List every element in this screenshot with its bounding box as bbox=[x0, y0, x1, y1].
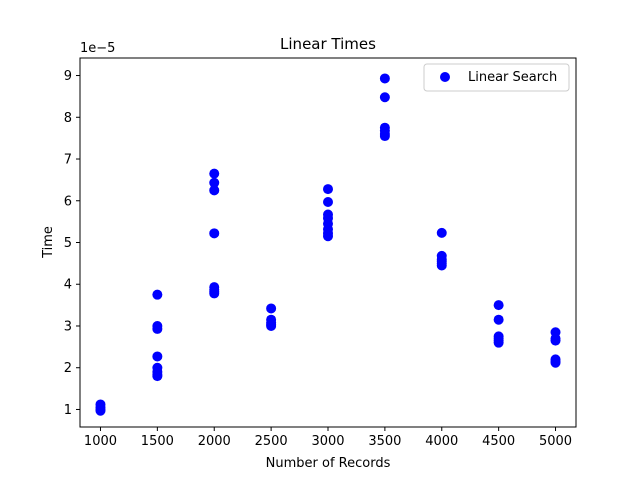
y-tick-label: 5 bbox=[64, 236, 72, 251]
y-tick-label: 2 bbox=[64, 361, 72, 376]
data-point bbox=[493, 300, 504, 311]
y-tick-label: 4 bbox=[64, 278, 72, 293]
legend-marker bbox=[440, 72, 450, 82]
legend-box bbox=[423, 63, 570, 92]
x-axis-label: Number of Records bbox=[266, 456, 391, 471]
data-point bbox=[493, 314, 504, 325]
data-point bbox=[209, 185, 220, 196]
y-tick-label: 3 bbox=[64, 319, 72, 334]
data-point bbox=[95, 405, 106, 416]
plot-frame bbox=[79, 57, 577, 428]
axis-ticks: 1000 1500 2000 2500 3000 3500 4000 4500 5000 1 2 3 4… bbox=[64, 69, 572, 449]
data-point bbox=[550, 335, 561, 346]
data-point bbox=[209, 168, 220, 179]
data-point bbox=[323, 197, 333, 208]
y-axis-label: Time bbox=[41, 226, 56, 259]
data-point bbox=[379, 131, 390, 142]
data-point bbox=[493, 337, 504, 348]
data-point bbox=[436, 260, 447, 271]
x-tick-label: 1500 bbox=[141, 434, 174, 449]
y-tick-label: 8 bbox=[64, 111, 72, 126]
x-tick-label: 2000 bbox=[198, 434, 231, 449]
x-tick-label: 3500 bbox=[368, 434, 401, 449]
data-point bbox=[323, 231, 333, 242]
data-point bbox=[152, 289, 163, 300]
data-point bbox=[266, 303, 277, 314]
data-points bbox=[95, 73, 561, 416]
legend-label: Linear Search bbox=[468, 70, 557, 85]
x-tick-label: 4000 bbox=[425, 434, 458, 449]
x-tick-label: 4500 bbox=[482, 434, 515, 449]
data-point bbox=[209, 177, 220, 188]
x-tick-label: 2500 bbox=[255, 434, 288, 449]
y-tick-label: 1 bbox=[64, 403, 72, 418]
legend: Linear Search bbox=[423, 63, 570, 92]
x-tick-label: 1000 bbox=[84, 434, 117, 449]
data-point bbox=[209, 228, 220, 239]
data-point bbox=[152, 351, 163, 362]
data-point bbox=[436, 227, 447, 238]
data-point bbox=[550, 357, 561, 368]
y-tick-label: 6 bbox=[64, 194, 72, 209]
chart-title: Linear Times bbox=[280, 35, 376, 53]
y-offset-label: 1e−5 bbox=[80, 41, 115, 56]
y-tick-label: 9 bbox=[64, 69, 72, 84]
data-point bbox=[379, 73, 390, 84]
data-point bbox=[209, 288, 220, 299]
data-point bbox=[323, 184, 333, 195]
data-point bbox=[379, 92, 390, 103]
data-point bbox=[152, 323, 163, 334]
data-point bbox=[266, 320, 277, 331]
x-tick-label: 3000 bbox=[311, 434, 344, 449]
y-tick-label: 7 bbox=[64, 153, 72, 168]
x-tick-label: 5000 bbox=[539, 434, 572, 449]
data-point bbox=[152, 371, 163, 382]
